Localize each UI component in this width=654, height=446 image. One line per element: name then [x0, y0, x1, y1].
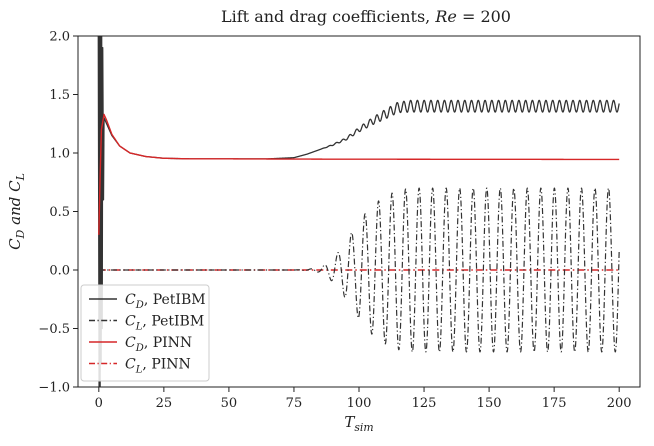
legend-label: CL, PetIBM [125, 314, 204, 333]
x-tick-label: 25 [156, 396, 173, 411]
x-tick-label: 175 [542, 396, 567, 411]
y-tick-label: 0.5 [49, 205, 70, 220]
y-tick-label: −1.0 [38, 381, 70, 396]
legend-label: CD, PINN [125, 335, 192, 354]
ticks-layer: 0 25 50 75 100 125 150 175 200 −1.0 −0.5 0.0 0.5 1.0 1… [38, 30, 631, 412]
series-line-cd-pinn [98, 113, 620, 235]
x-tick-label: 50 [221, 396, 238, 411]
x-tick-label: 150 [477, 396, 502, 411]
x-axis-title: Tsim [344, 413, 373, 434]
chart-title: Lift and drag coefficients, Re = 200 [221, 7, 511, 26]
y-axis-title: CD and CL [6, 173, 27, 250]
y-tick-label: 1.5 [49, 88, 70, 103]
x-tick-label: 0 [95, 396, 103, 411]
plot-layer [97, 36, 620, 387]
series-line-cl-petibm [98, 187, 620, 353]
y-tick-label: −0.5 [38, 322, 70, 337]
legend-label: CL, PINN [125, 357, 191, 376]
y-tick-label: 0.0 [49, 264, 70, 279]
y-tick-label: 2.0 [49, 30, 70, 45]
legend: CD, PetIBM CL, PetIBM CD, PINN CL, PINN [80, 284, 210, 382]
x-tick-label: 75 [286, 396, 303, 411]
y-tick-label: 1.0 [49, 147, 70, 162]
x-tick-label: 200 [607, 396, 632, 411]
x-tick-label: 100 [347, 396, 372, 411]
x-tick-label: 125 [412, 396, 437, 411]
legend-box [80, 284, 210, 382]
legend-label: CD, PetIBM [125, 292, 206, 311]
